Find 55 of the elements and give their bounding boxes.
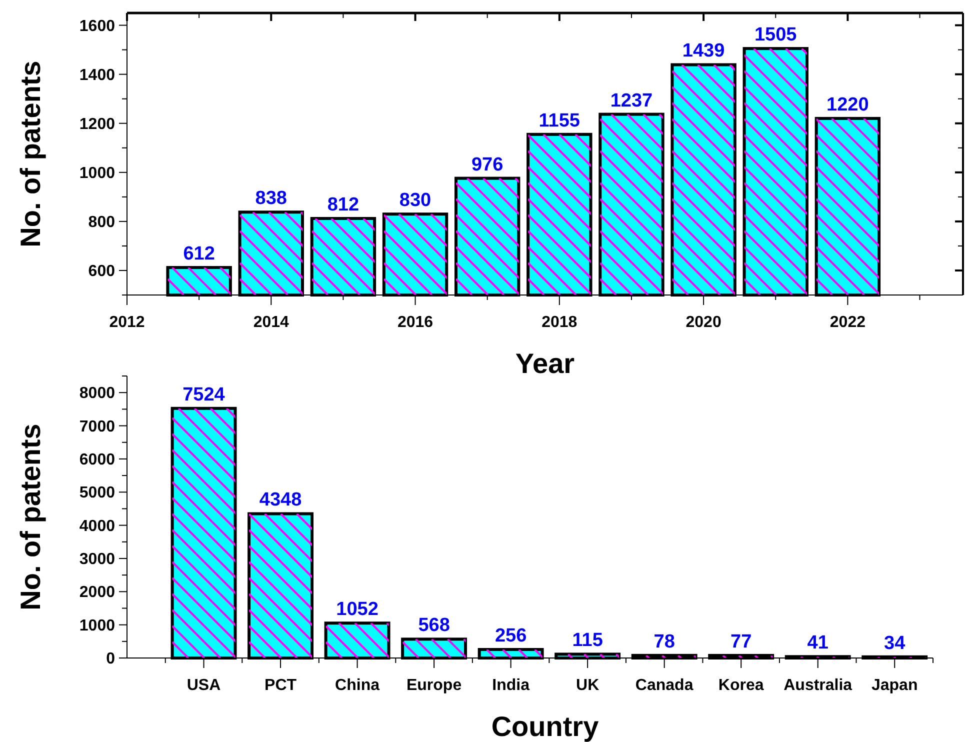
x-axis-title: Year <box>515 348 575 379</box>
data-label: 1237 <box>610 90 653 112</box>
y-tick-label: 1000 <box>79 617 116 634</box>
data-label: 41 <box>807 632 829 654</box>
y-tick-label: 8000 <box>79 385 116 402</box>
x-tick-label: Korea <box>718 677 764 694</box>
data-label: 34 <box>884 632 906 654</box>
y-tick-label: 6000 <box>79 452 116 469</box>
x-tick-label: 2012 <box>109 314 145 331</box>
x-tick-label: USA <box>186 677 222 694</box>
data-label: 1052 <box>336 599 378 620</box>
y-tick-label: 4000 <box>79 518 116 535</box>
data-label: 1155 <box>538 110 580 132</box>
data-label: 830 <box>399 190 432 212</box>
y-tick-label: 7000 <box>79 418 116 436</box>
x-tick-label: PCT <box>264 677 297 694</box>
data-label: 7524 <box>182 384 226 406</box>
x-axis-title: Country <box>491 711 600 742</box>
x-tick-label: India <box>492 677 530 694</box>
y-tick-label: 1000 <box>79 164 116 182</box>
data-label: 812 <box>327 194 360 216</box>
x-tick-label: Japan <box>871 677 918 694</box>
data-label: 1439 <box>682 40 725 62</box>
y-axis-title: No. of patents <box>15 60 46 248</box>
x-tick-label: 2018 <box>542 314 578 331</box>
x-tick-label: Europe <box>406 677 462 694</box>
y-tick-label: 0 <box>106 650 116 668</box>
data-label: 256 <box>494 626 527 647</box>
data-label: 77 <box>730 631 752 652</box>
x-tick-label: 2020 <box>686 314 722 331</box>
x-tick-label: China <box>335 677 380 694</box>
x-tick-label: Canada <box>635 677 694 694</box>
data-label: 1220 <box>826 94 869 116</box>
data-label: 568 <box>418 615 450 636</box>
data-label: 612 <box>183 244 215 265</box>
y-tick-label: 1200 <box>79 116 116 133</box>
y-tick-label: 600 <box>88 263 116 280</box>
data-label: 976 <box>471 154 504 176</box>
y-tick-label: 1600 <box>79 18 116 35</box>
y-tick-label: 2000 <box>79 584 116 602</box>
y-tick-label: 800 <box>88 214 116 232</box>
data-label: 78 <box>654 631 675 652</box>
y-tick-label: 1400 <box>79 66 116 84</box>
x-tick-label: UK <box>576 677 600 694</box>
y-tick-label: 3000 <box>79 551 116 568</box>
x-tick-label: 2016 <box>397 314 434 331</box>
data-label: 4348 <box>259 490 302 511</box>
y-axis-title: No. of patents <box>15 424 46 610</box>
y-tick-label: 5000 <box>79 484 116 502</box>
data-label: 115 <box>572 630 604 652</box>
x-tick-label: 2014 <box>253 314 290 331</box>
data-label: 838 <box>255 188 287 210</box>
x-tick-label: 2022 <box>830 314 866 331</box>
x-tick-label: Australia <box>784 677 852 694</box>
data-label: 1505 <box>754 24 798 46</box>
